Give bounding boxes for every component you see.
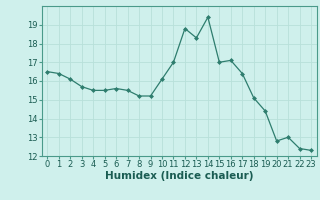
X-axis label: Humidex (Indice chaleur): Humidex (Indice chaleur): [105, 171, 253, 181]
